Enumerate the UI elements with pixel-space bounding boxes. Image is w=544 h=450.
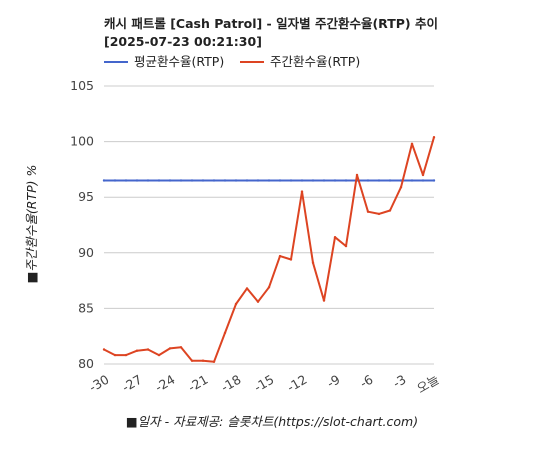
average-data-point <box>300 179 304 182</box>
average-data-point <box>278 179 282 182</box>
weekly-data-point <box>102 348 106 351</box>
series-lines <box>102 136 436 363</box>
average-data-point <box>421 179 425 182</box>
x-axis-ticks: -30 -27 -24 -21 -18 -15 -12 -9 -6 -3 오늘 <box>86 372 441 397</box>
weekly-data-point <box>168 347 172 350</box>
weekly-data-point <box>135 349 139 352</box>
series-line-weekly-rtp <box>103 136 435 363</box>
weekly-data-point <box>300 190 304 193</box>
average-data-point <box>322 179 326 182</box>
x-tick-label: -21 <box>185 372 210 395</box>
legend-label-weekly: 주간환수율(RTP) <box>270 54 360 69</box>
average-data-point <box>113 179 117 182</box>
y-tick-label: 100 <box>70 134 94 149</box>
weekly-data-point <box>289 258 293 261</box>
chart-title-line2: [2025-07-23 00:21:30] <box>104 34 262 49</box>
y-tick-label: 90 <box>78 245 94 260</box>
legend: 평균환수율(RTP) 주간환수율(RTP) <box>104 54 360 69</box>
weekly-data-point <box>113 353 117 357</box>
average-data-point <box>135 179 139 182</box>
average-data-point <box>201 179 205 182</box>
weekly-data-point <box>146 348 150 351</box>
average-data-point <box>432 179 436 182</box>
x-axis-label: ■일자 - 자료제공: 슬롯차트(https://slot-chart.com) <box>126 414 418 429</box>
weekly-data-point <box>410 142 414 145</box>
legend-label-average: 평균환수율(RTP) <box>134 54 224 69</box>
x-tick-label: -9 <box>324 372 342 391</box>
average-data-point <box>289 179 293 182</box>
x-tick-label: -15 <box>251 372 276 395</box>
average-data-point <box>311 179 315 182</box>
weekly-data-point <box>311 261 315 264</box>
weekly-data-point <box>201 359 205 362</box>
x-tick-label: 오늘 <box>414 372 441 396</box>
x-tick-label: -30 <box>86 372 111 395</box>
weekly-data-point <box>223 331 227 335</box>
weekly-data-point <box>388 209 392 212</box>
weekly-data-point <box>366 210 370 213</box>
x-tick-label: -12 <box>284 372 309 395</box>
weekly-data-point <box>234 302 238 306</box>
chart-title-line1: 캐시 패트롤 [Cash Patrol] - 일자별 주간환수율(RTP) 추이 <box>104 16 438 31</box>
x-tick-label: -3 <box>390 372 408 391</box>
average-data-point <box>256 179 260 182</box>
average-data-point <box>267 179 271 182</box>
average-data-point <box>410 179 414 182</box>
average-data-point <box>212 179 216 182</box>
y-tick-label: 105 <box>70 78 94 93</box>
weekly-data-point <box>399 186 403 189</box>
weekly-data-point <box>333 236 337 239</box>
weekly-data-point <box>432 136 436 139</box>
weekly-data-point <box>421 173 425 177</box>
average-data-point <box>377 179 381 182</box>
average-data-point <box>234 179 238 182</box>
weekly-data-point <box>344 244 348 248</box>
weekly-data-point <box>190 359 194 362</box>
x-tick-label: -27 <box>119 372 144 395</box>
average-data-point <box>366 179 370 182</box>
average-data-point <box>245 179 249 182</box>
average-data-point <box>146 179 150 182</box>
weekly-data-point <box>157 353 161 357</box>
average-data-point <box>190 179 194 182</box>
y-axis-label: ■주간환수율(RTP) % <box>24 165 39 284</box>
y-tick-label: 85 <box>78 300 94 315</box>
average-data-point <box>344 179 348 182</box>
x-tick-label: -24 <box>152 372 177 395</box>
average-data-point <box>168 179 172 182</box>
weekly-data-point <box>124 353 128 357</box>
average-data-point <box>333 179 337 182</box>
weekly-data-point <box>322 299 326 302</box>
weekly-data-point <box>355 173 359 177</box>
y-axis-ticks: 80 85 90 95 100 105 <box>70 78 94 371</box>
weekly-data-point <box>256 300 260 303</box>
average-data-point <box>388 179 392 182</box>
average-data-point <box>223 179 227 182</box>
average-data-point <box>157 179 161 182</box>
average-data-point <box>102 179 106 182</box>
average-data-point <box>179 179 183 182</box>
average-data-point <box>124 179 128 182</box>
y-tick-label: 80 <box>78 356 94 371</box>
weekly-data-point <box>212 360 216 363</box>
gridlines <box>104 85 434 365</box>
weekly-data-point <box>179 346 183 349</box>
weekly-data-point <box>267 286 271 289</box>
weekly-data-point <box>278 254 282 258</box>
y-tick-label: 95 <box>78 189 94 204</box>
weekly-data-point <box>245 287 249 290</box>
x-tick-label: -18 <box>218 372 243 395</box>
weekly-data-point <box>377 212 381 216</box>
x-tick-label: -6 <box>357 372 375 391</box>
